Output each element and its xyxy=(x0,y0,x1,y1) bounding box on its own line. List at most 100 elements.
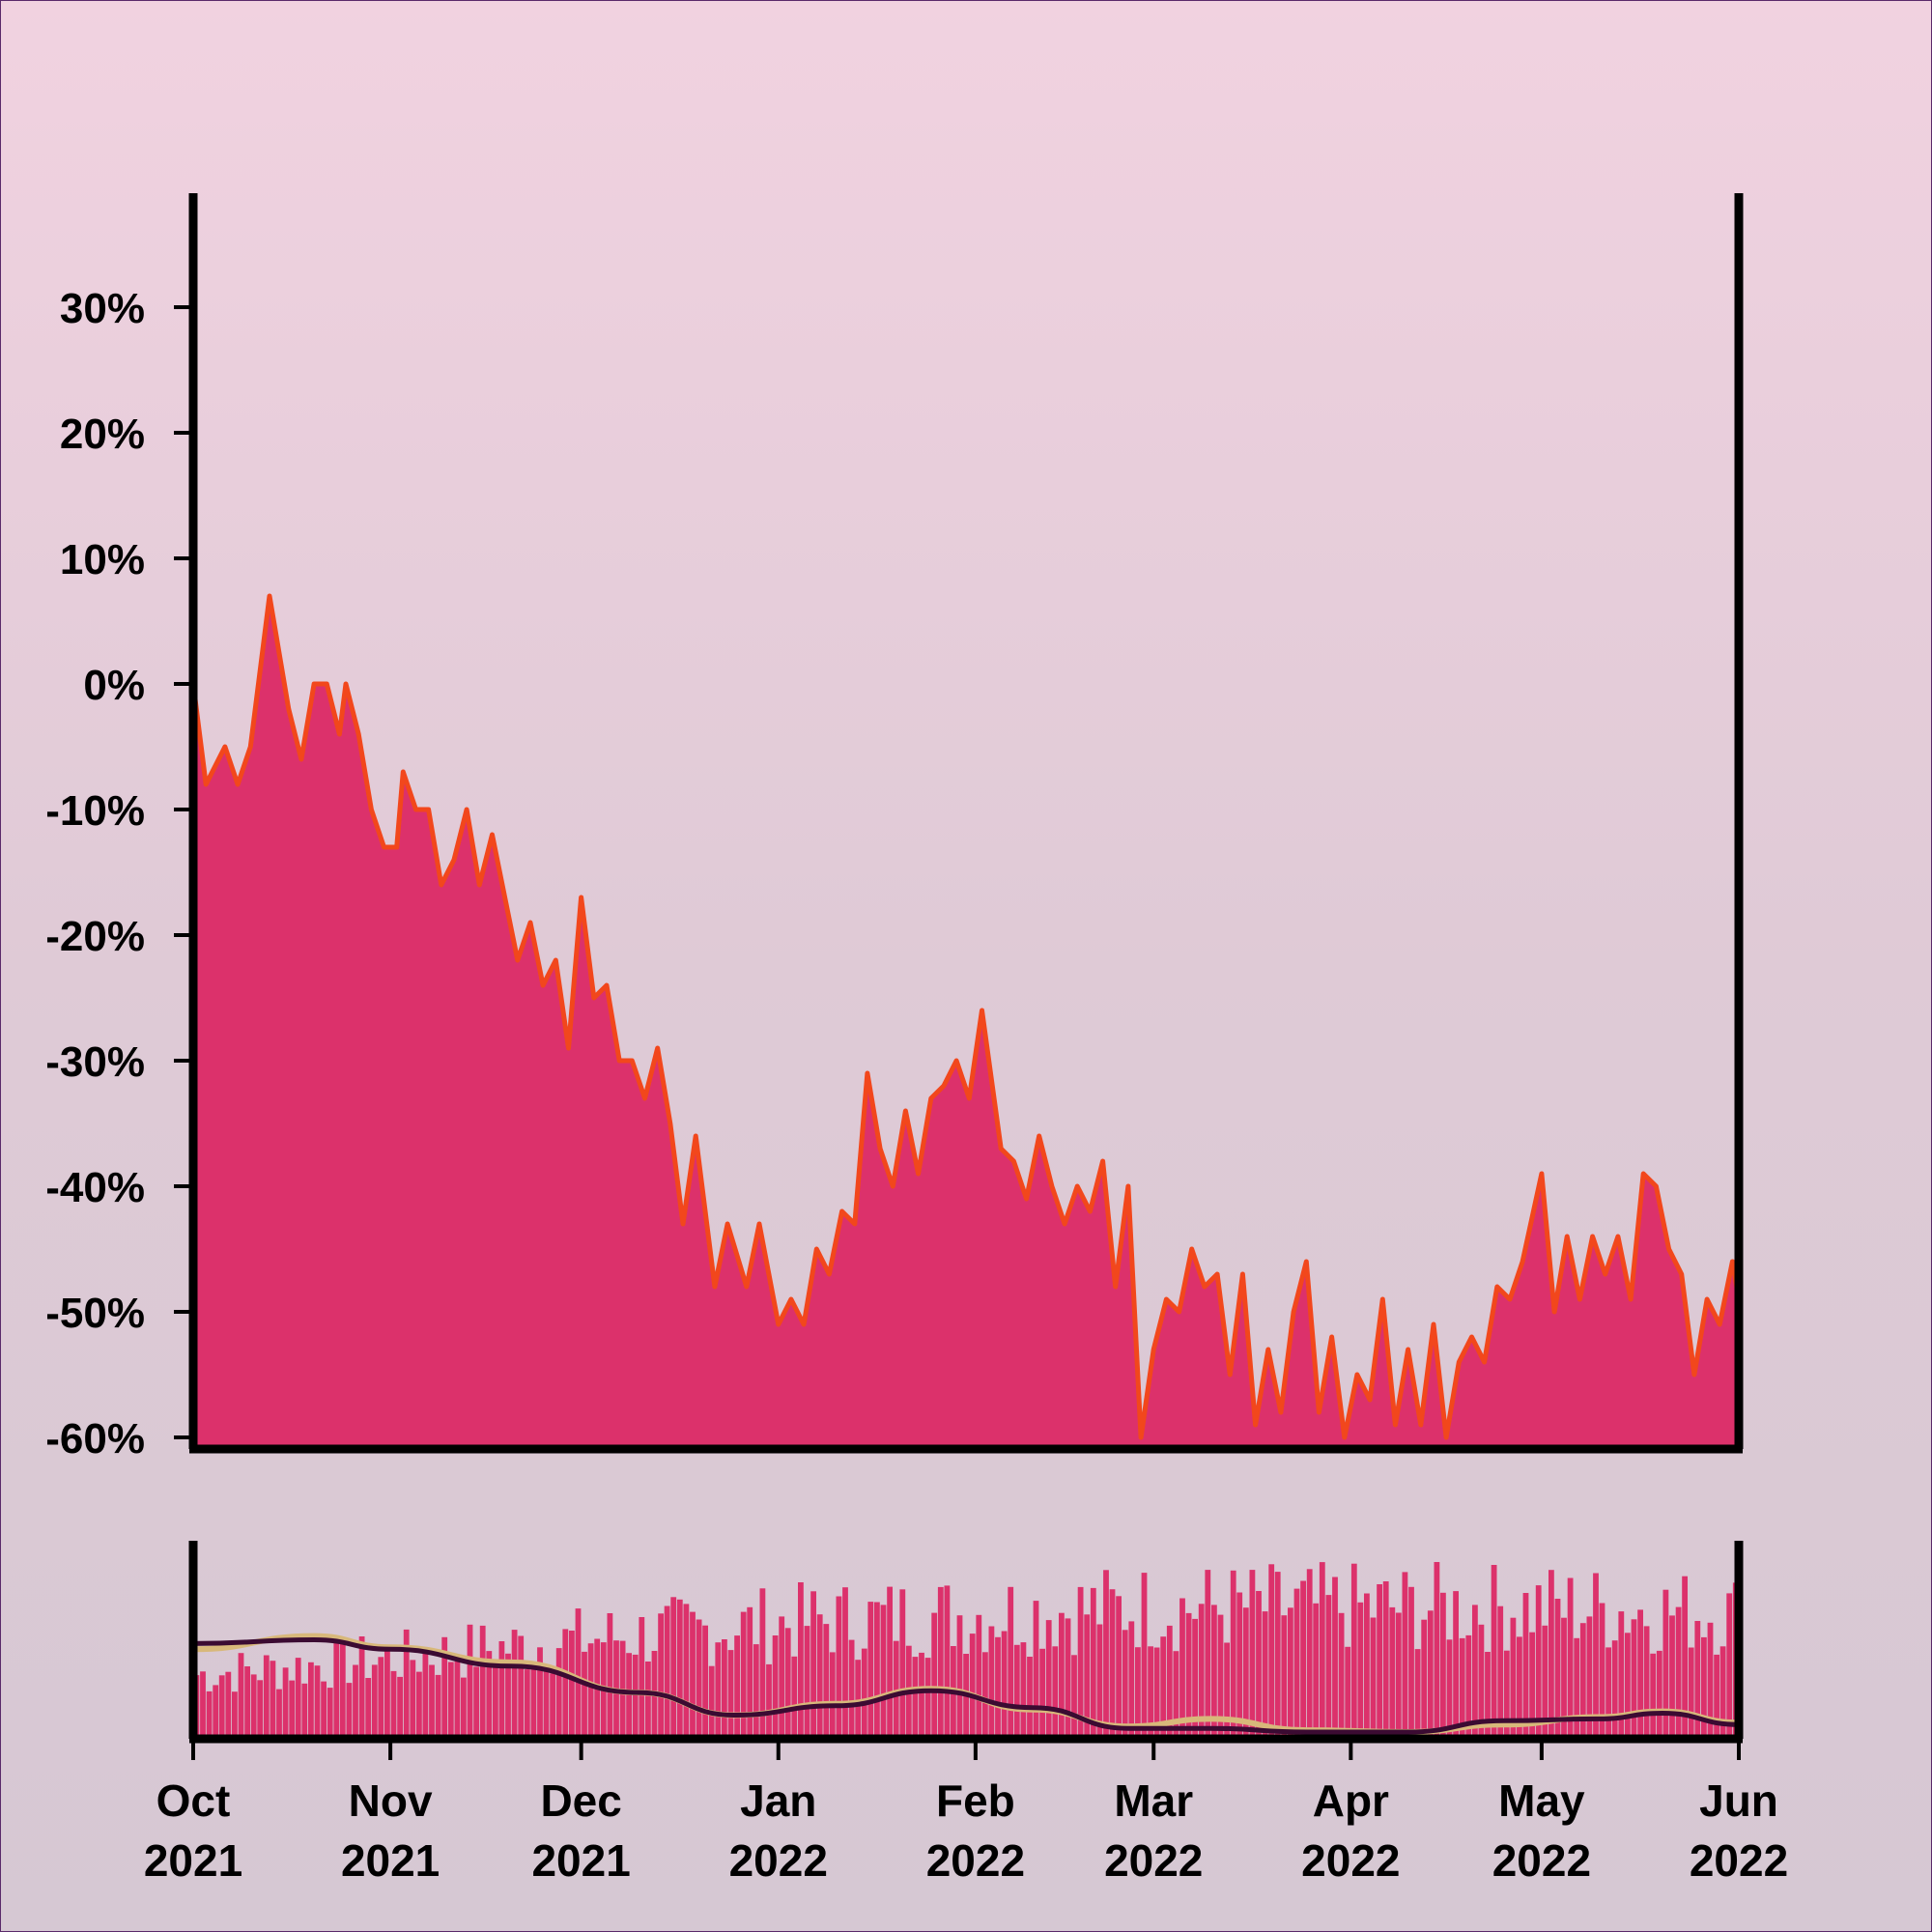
volume-bar xyxy=(1714,1654,1719,1739)
x-tick-label-year: 2022 xyxy=(926,1835,1025,1886)
volume-bar xyxy=(1052,1646,1059,1739)
volume-bar xyxy=(206,1690,213,1739)
volume-bar xyxy=(1497,1605,1504,1739)
volume-bar xyxy=(1611,1640,1618,1739)
volume-bar xyxy=(1453,1591,1459,1739)
volume-ma-slow-line xyxy=(192,1636,1740,1735)
volume-bar xyxy=(1402,1572,1408,1739)
volume-bar xyxy=(1268,1564,1275,1739)
volume-bar xyxy=(295,1658,301,1739)
volume-bar xyxy=(1586,1616,1593,1739)
volume-bar xyxy=(232,1691,238,1739)
volume-bar xyxy=(753,1644,759,1739)
volume-bar xyxy=(1281,1615,1288,1739)
volume-bar xyxy=(1535,1585,1542,1739)
volume-bar xyxy=(1236,1592,1243,1739)
x-tick-label-month: Jan xyxy=(740,1776,816,1826)
volume-bar xyxy=(1364,1593,1370,1739)
volume-bar xyxy=(1198,1604,1205,1739)
volume-bar xyxy=(384,1649,390,1739)
volume-bar xyxy=(1593,1573,1599,1739)
volume-bar xyxy=(1561,1617,1567,1739)
volume-bar xyxy=(410,1660,416,1739)
volume-bar xyxy=(1688,1647,1694,1739)
volume-bar xyxy=(1096,1624,1103,1739)
volume-bar xyxy=(1625,1633,1631,1739)
volume-bar xyxy=(1249,1570,1256,1739)
volume-bar xyxy=(937,1586,944,1739)
volume-bar xyxy=(1408,1586,1414,1739)
volume-bar xyxy=(670,1597,677,1739)
volume-bar xyxy=(518,1635,525,1739)
y-tick-label: -30% xyxy=(45,1038,145,1086)
volume-bar xyxy=(931,1612,938,1739)
x-tick-label-month: Feb xyxy=(936,1776,1015,1826)
volume-bar xyxy=(1109,1589,1116,1739)
x-tick-label-month: Nov xyxy=(349,1776,433,1826)
volume-bar xyxy=(976,1614,982,1739)
drawdown-line xyxy=(190,593,1742,1440)
volume-bar xyxy=(1567,1577,1574,1739)
volume-bar xyxy=(1522,1593,1529,1739)
volume-bar xyxy=(1033,1601,1039,1739)
volume-bar xyxy=(1637,1609,1643,1739)
volume-bar xyxy=(486,1651,493,1739)
volume-bar xyxy=(1434,1562,1440,1739)
volume-bar xyxy=(1027,1657,1033,1739)
volume-bar xyxy=(1643,1626,1650,1739)
x-tick-label-year: 2022 xyxy=(1690,1835,1788,1886)
volume-bar xyxy=(1313,1603,1320,1739)
volume-bar xyxy=(696,1619,702,1739)
volume-bar xyxy=(1631,1619,1637,1739)
volume-bar xyxy=(798,1582,804,1739)
volume-bar xyxy=(791,1656,798,1739)
volume-bar xyxy=(244,1666,250,1739)
volume-bar xyxy=(702,1625,708,1739)
volume-bar xyxy=(1262,1611,1268,1739)
volume-bar xyxy=(861,1648,867,1739)
volume-bar xyxy=(238,1653,244,1739)
volume-bar xyxy=(1446,1639,1453,1739)
volume-bar xyxy=(632,1654,639,1739)
volume-bar xyxy=(282,1667,289,1739)
volume-panel: Oct 2021 Nov 2021 Dec 2021 Jan 2022 Feb 2022 Mar 20… xyxy=(144,1541,1788,1886)
volume-bar xyxy=(1599,1603,1605,1739)
volume-bar xyxy=(505,1653,511,1739)
x-tick-label-month: Jun xyxy=(1699,1776,1778,1826)
volume-bar xyxy=(1192,1618,1198,1739)
x-tick-label-year: 2021 xyxy=(531,1835,630,1886)
volume-bar xyxy=(353,1664,358,1739)
volume-bar xyxy=(447,1662,454,1739)
volume-bar xyxy=(887,1586,893,1739)
volume-bar xyxy=(919,1652,924,1739)
volume-bar xyxy=(550,1673,555,1739)
volume-bar xyxy=(645,1662,651,1739)
volume-bar xyxy=(1414,1649,1421,1739)
volume-bar xyxy=(1153,1647,1160,1739)
volume-bar xyxy=(1465,1634,1472,1739)
volume-bar xyxy=(1517,1636,1522,1739)
volume-bar xyxy=(836,1596,842,1739)
volume-bar xyxy=(301,1683,308,1739)
volume-bar xyxy=(988,1626,995,1739)
volume-bar xyxy=(1071,1655,1077,1739)
volume-bar xyxy=(1478,1624,1485,1739)
volume-bar xyxy=(555,1648,562,1739)
volume-bar xyxy=(435,1674,441,1739)
volume-bar xyxy=(569,1631,575,1739)
volume-bar xyxy=(874,1602,880,1739)
volume-bar xyxy=(944,1585,951,1739)
volume-bar xyxy=(1084,1614,1091,1739)
volume-bar xyxy=(1548,1570,1554,1739)
x-tick-label-year: 2022 xyxy=(1492,1835,1591,1886)
volume-bar xyxy=(664,1605,670,1739)
y-tick-label: -20% xyxy=(45,913,145,960)
volume-bar xyxy=(314,1665,321,1739)
volume-bar xyxy=(1205,1570,1211,1739)
volume-bar xyxy=(562,1629,569,1739)
volume-bar xyxy=(740,1611,747,1739)
volume-bar xyxy=(829,1652,836,1739)
volume-bar xyxy=(467,1624,473,1739)
x-tick-label-month: Apr xyxy=(1313,1776,1389,1826)
volume-bar xyxy=(823,1624,830,1739)
